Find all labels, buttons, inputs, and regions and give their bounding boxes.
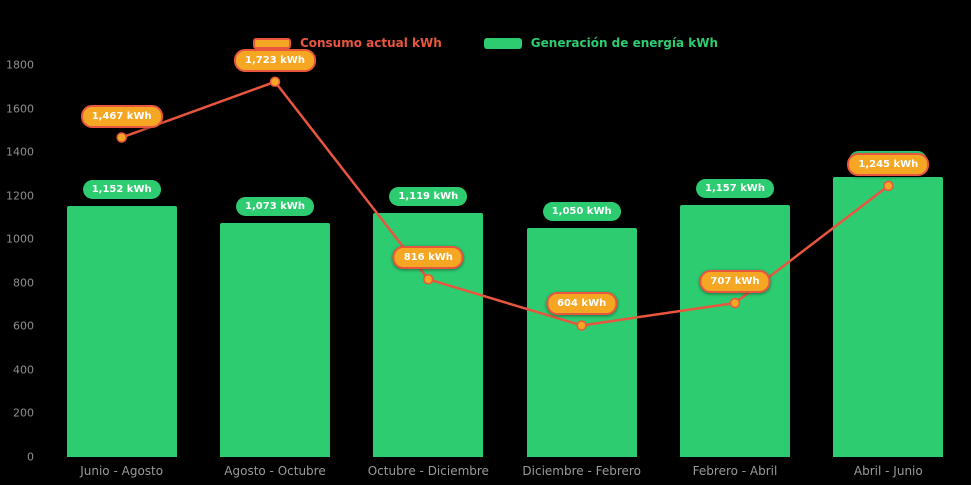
consumption-point[interactable]: [729, 297, 741, 309]
consumption-value-label: 816 kWh: [392, 246, 464, 270]
consumption-value-label: 604 kWh: [546, 292, 618, 316]
generation-value-label: 1,157 kWh: [696, 179, 774, 199]
chart-legend: Consumo actual kWh Generación de energía…: [0, 36, 971, 50]
generation-bar[interactable]: [526, 228, 637, 457]
y-axis-tick-label: 0: [27, 450, 34, 464]
consumption-swatch-icon: [252, 37, 291, 49]
consumption-value-label: 1,245 kWh: [847, 152, 930, 176]
consumption-point[interactable]: [116, 132, 127, 143]
y-axis-tick-label: 1000: [6, 232, 34, 246]
y-axis-tick-label: 200: [13, 406, 34, 420]
x-axis-category-label: Octubre - Diciembre: [367, 464, 489, 478]
y-axis-tick-label: 400: [13, 363, 34, 377]
legend-item-consumption[interactable]: Consumo actual kWh: [252, 36, 442, 50]
generation-value-label: 1,119 kWh: [389, 187, 468, 207]
consumption-point[interactable]: [883, 180, 894, 192]
consumption-point[interactable]: [269, 76, 281, 88]
x-axis-category-label: Diciembre - Febrero: [522, 464, 641, 478]
consumption-point[interactable]: [423, 274, 434, 285]
generation-value-label: 1,073 kWh: [236, 197, 314, 217]
y-axis-tick-label: 1600: [6, 102, 34, 116]
consumption-value-label: 1,467 kWh: [80, 104, 163, 128]
legend-label-consumption: Consumo actual kWh: [299, 36, 442, 50]
consumption-point[interactable]: [576, 320, 587, 331]
generation-value-label: 1,050 kWh: [542, 202, 621, 222]
y-axis-tick-label: 1400: [6, 145, 34, 159]
generation-bar[interactable]: [66, 206, 177, 457]
generation-bar[interactable]: [680, 205, 790, 457]
y-axis-tick-label: 1800: [6, 58, 34, 72]
generation-swatch-icon: [483, 37, 522, 49]
y-axis-tick-label: 600: [13, 319, 34, 333]
legend-label-generation: Generación de energía kWh: [530, 36, 719, 50]
generation-bar[interactable]: [220, 223, 330, 457]
consumption-value-label: 707 kWh: [699, 270, 771, 294]
x-axis-category-label: Agosto - Octubre: [224, 464, 326, 478]
generation-value-label: 1,152 kWh: [82, 180, 161, 200]
x-axis-category-label: Junio - Agosto: [80, 464, 164, 478]
y-axis-tick-label: 800: [13, 276, 34, 290]
generation-bar[interactable]: [833, 177, 944, 457]
consumption-value-label: 1,723 kWh: [234, 48, 316, 72]
x-axis-category-label: Febrero - Abril: [692, 464, 778, 478]
x-axis-category-label: Abril - Junio: [853, 464, 923, 478]
y-axis-tick-label: 1200: [6, 189, 34, 203]
legend-item-generation[interactable]: Generación de energía kWh: [483, 36, 719, 50]
